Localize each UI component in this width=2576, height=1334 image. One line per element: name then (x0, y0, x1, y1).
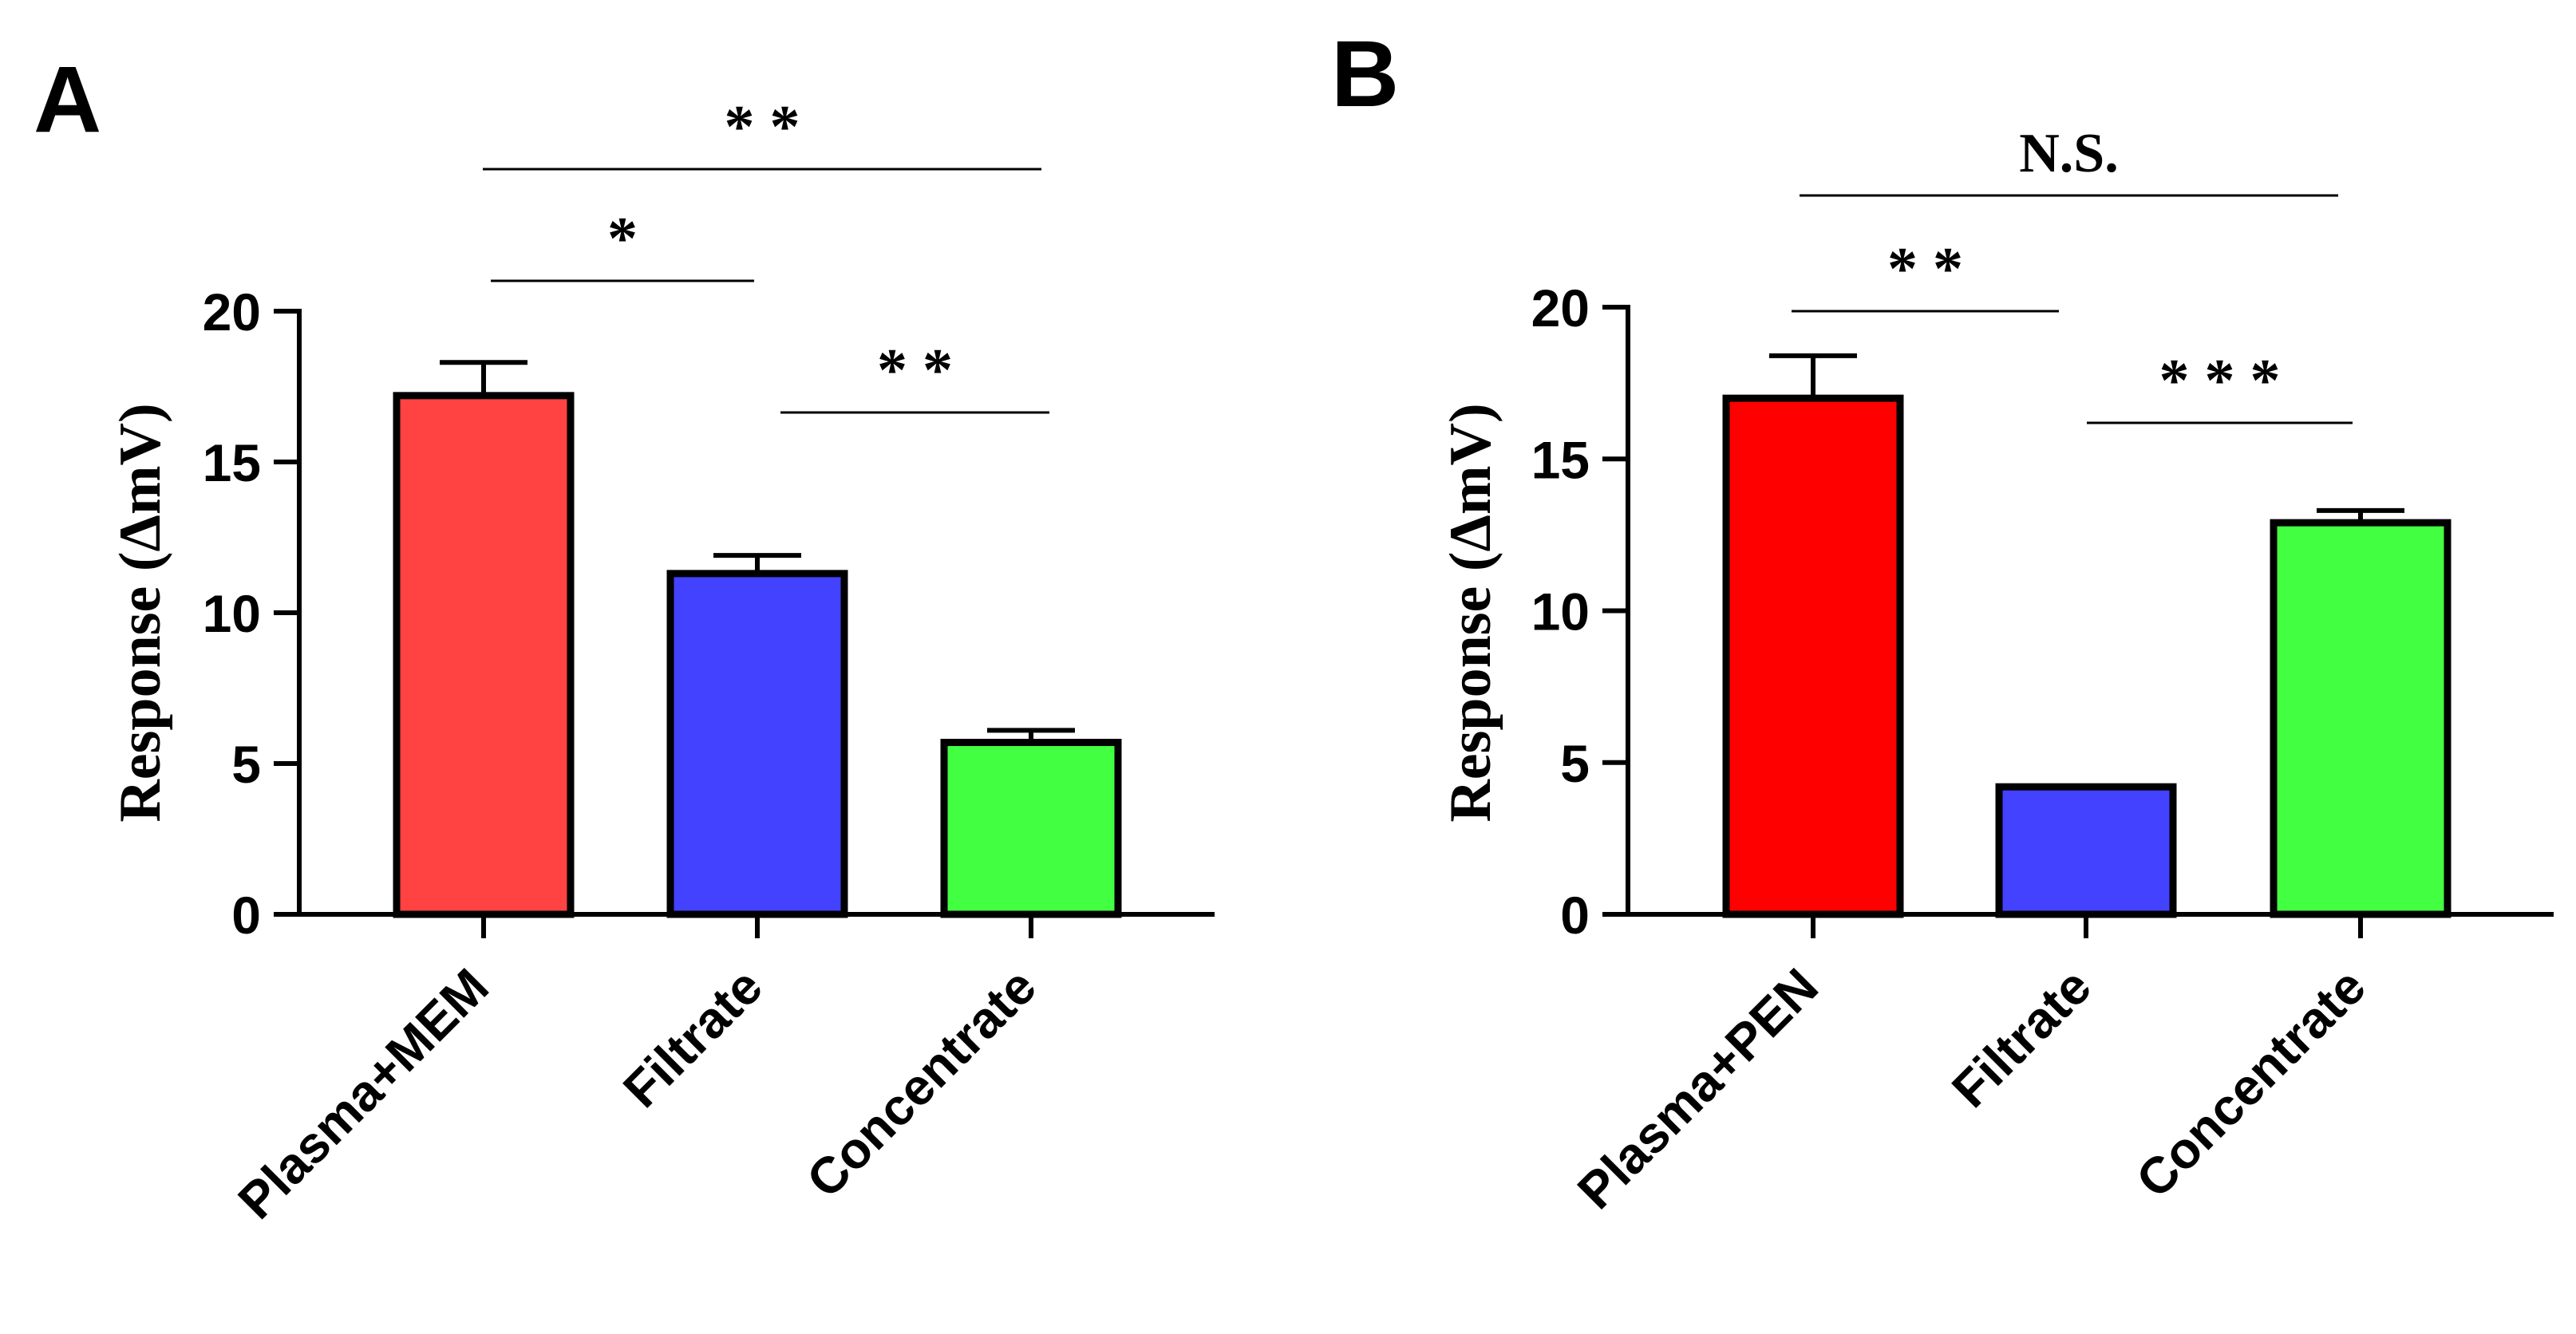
y-tick-label-0: 0 (1560, 886, 1590, 945)
bar-plasma-mem (393, 392, 575, 918)
bar-filtrate (666, 570, 848, 918)
panel-b: B Response (ΔmV) 0 5 10 15 20 Plasma+PEN Filtrat… (1331, 22, 2554, 1220)
y-tick-label-10: 10 (203, 584, 261, 643)
y-tick-label-20: 20 (203, 282, 261, 341)
category-label-concentrate: Concentrate (796, 957, 1047, 1209)
y-tick-label-15: 15 (203, 433, 261, 492)
y-tick-label-15: 15 (1531, 430, 1590, 489)
bar-concentrate (2270, 519, 2452, 918)
y-tick-label-0: 0 (231, 886, 261, 945)
y-tick-label-5: 5 (231, 735, 261, 794)
y-axis-label: Response (ΔmV) (1438, 403, 1503, 822)
panel-a: A Response (ΔmV) 0 5 10 15 20 Plasma+MEM Filtrat… (34, 47, 1215, 1229)
significance-label-1: * (607, 205, 638, 272)
y-axis-label: Response (ΔmV) (108, 403, 173, 822)
category-label-concentrate: Concentrate (2125, 957, 2376, 1209)
bar-concentrate (940, 739, 1122, 918)
y-tick-label-5: 5 (1560, 734, 1590, 793)
y-tick-label-10: 10 (1531, 582, 1590, 641)
category-label-filtrate: Filtrate (1941, 957, 2102, 1119)
significance-label-2: * * * (2159, 347, 2281, 414)
panel-letter: B (1331, 22, 1399, 127)
significance-label-2: * * (877, 337, 953, 404)
y-tick-label-20: 20 (1531, 278, 1590, 337)
category-label-plasma-pen: Plasma+PEN (1567, 957, 1829, 1220)
bar-plasma-pen (1722, 394, 1904, 918)
category-label-filtrate: Filtrate (612, 957, 773, 1119)
significance-label-1: * * (1887, 235, 1963, 302)
significance-label-3: * * (725, 93, 800, 160)
significance-label-3: N.S. (2019, 123, 2118, 184)
bar-filtrate (1995, 783, 2177, 918)
panel-letter: A (34, 47, 101, 152)
category-label-plasma-mem: Plasma+MEM (227, 957, 499, 1229)
